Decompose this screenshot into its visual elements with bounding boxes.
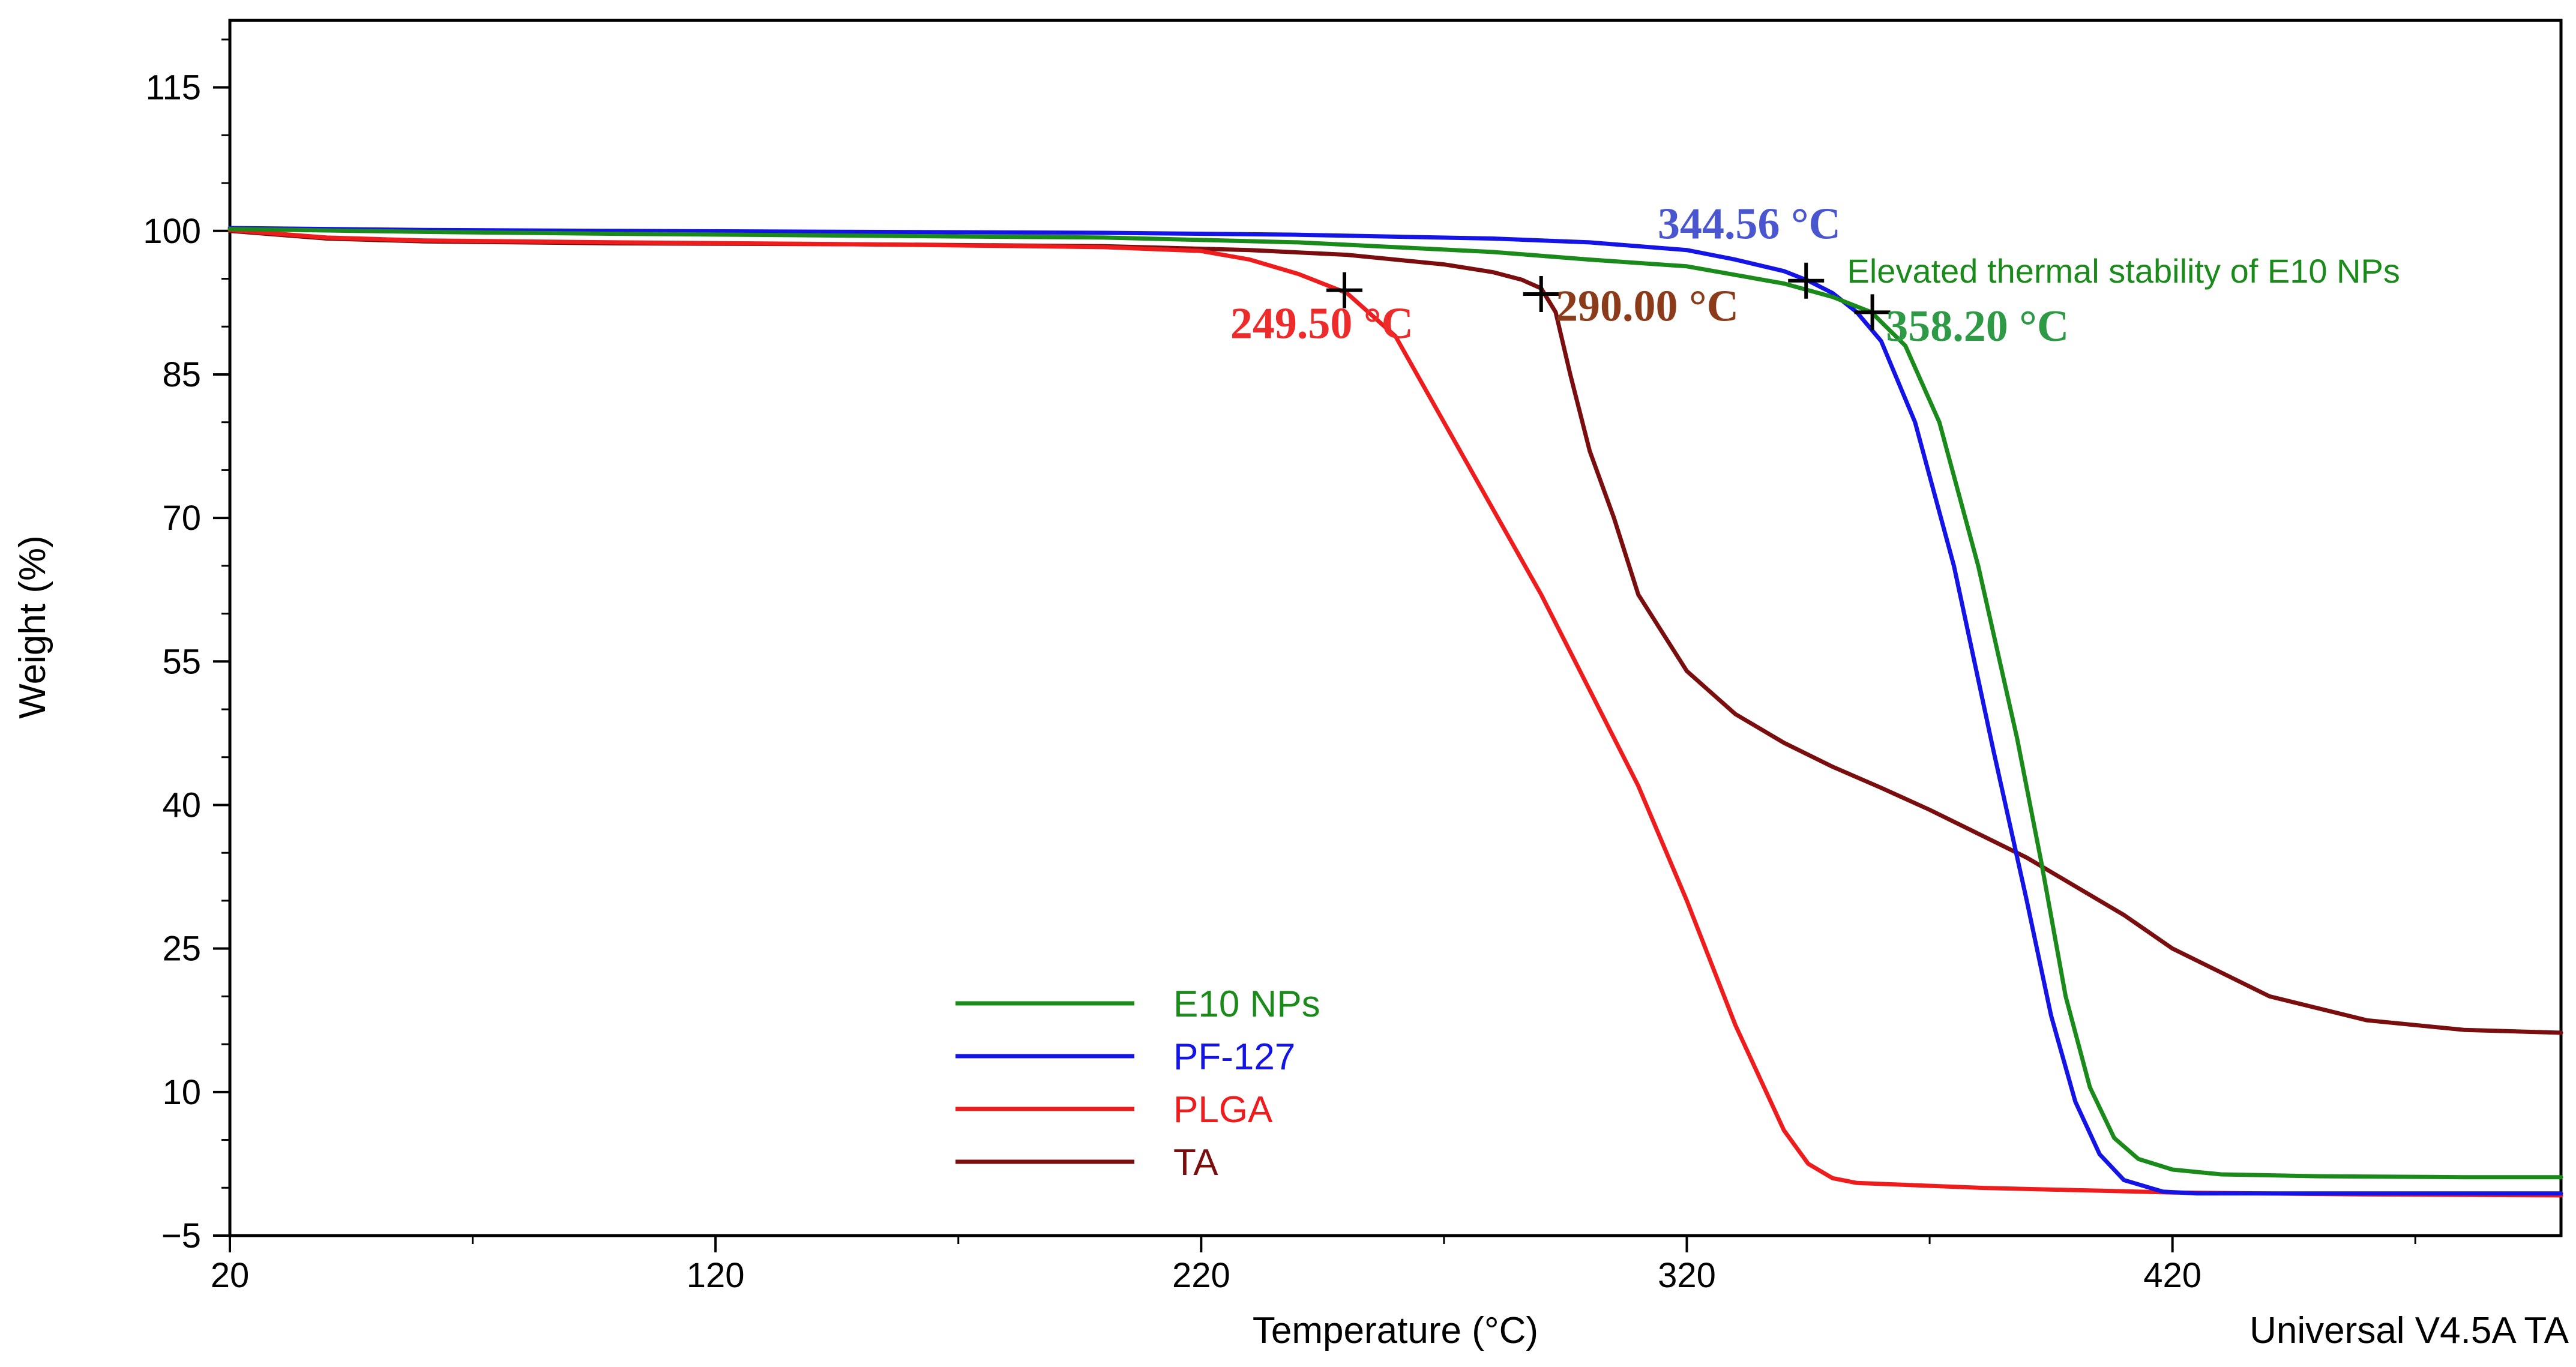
series-group [227,226,2563,1198]
series-line-plga [227,227,2563,1198]
series-line-pf-127 [227,226,2563,1196]
y-tick-label: 70 [162,499,201,538]
y-tick-label: 115 [146,68,201,107]
legend-label: E10 NPs [1173,984,1320,1025]
x-tick-label: 420 [2143,1256,2201,1295]
y-tick-label: 25 [162,930,201,969]
annotation-label: 290.00 °C [1556,282,1739,331]
footer-label: Universal V4.5A TA [2249,1310,2569,1351]
x-tick-label: 20 [211,1256,250,1295]
plot-frame [228,19,2563,1237]
annotation-group: 249.50 °C 290.00 °C 344.56 °C 358.20 °C Elev… [1230,200,2400,352]
legend-label: PLGA [1173,1089,1273,1131]
y-tick-label: −5 [161,1216,201,1255]
x-tick-label: 320 [1658,1256,1716,1295]
x-tick-label: 220 [1172,1256,1230,1295]
annotation-label: 344.56 °C [1658,200,1841,249]
y-tick-label: 10 [162,1073,201,1112]
marker-group [1326,262,1891,331]
y-axis-title: Weight (%) [12,535,53,719]
legend-label: PF-127 [1173,1036,1295,1078]
annotation-label: Elevated thermal stability of E10 NPs [1847,252,2400,290]
series-line-ta [227,229,2563,1035]
annotation-label: 358.20 °C [1886,302,2069,351]
y-tick-label: 100 [143,212,201,251]
x-tick-label: 120 [687,1256,745,1295]
y-tick-label: 40 [162,786,201,825]
legend-label: TA [1173,1142,1218,1183]
y-tick-label: 55 [162,642,201,681]
series-line-e10-nps [227,227,2563,1180]
axes: −5 10 25 40 55 70 85 100 115 20 120 220 320 420 [143,38,2416,1295]
annotation-label: 249.50 °C [1230,299,1413,348]
legend: E10 NPs PF-127 PLGA TA [955,984,1320,1183]
x-axis-title: Temperature (°C) [1253,1310,1538,1351]
y-tick-label: 85 [162,355,201,394]
